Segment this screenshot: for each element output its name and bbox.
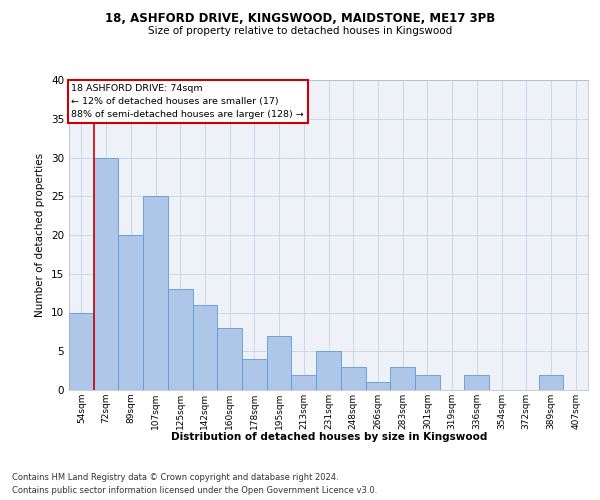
Bar (316, 351, 341, 390)
Text: Size of property relative to detached houses in Kingswood: Size of property relative to detached ho… (148, 26, 452, 36)
Bar (242, 359, 267, 390)
Bar (143, 196, 168, 390)
Bar (94, 158, 118, 390)
Text: 18 ASHFORD DRIVE: 74sqm
← 12% of detached houses are smaller (17)
88% of semi-de: 18 ASHFORD DRIVE: 74sqm ← 12% of detache… (71, 84, 304, 120)
Y-axis label: Number of detached properties: Number of detached properties (35, 153, 46, 317)
Bar (193, 304, 217, 390)
Bar (69, 312, 94, 390)
Bar (267, 336, 292, 390)
Bar (464, 374, 489, 390)
Text: Distribution of detached houses by size in Kingswood: Distribution of detached houses by size … (170, 432, 487, 442)
Bar (390, 367, 415, 390)
Text: Contains public sector information licensed under the Open Government Licence v3: Contains public sector information licen… (12, 486, 377, 495)
Bar (341, 367, 365, 390)
Text: 18, ASHFORD DRIVE, KINGSWOOD, MAIDSTONE, ME17 3PB: 18, ASHFORD DRIVE, KINGSWOOD, MAIDSTONE,… (105, 12, 495, 26)
Bar (118, 235, 143, 390)
Bar (168, 289, 193, 390)
Bar (415, 374, 440, 390)
Bar (292, 374, 316, 390)
Bar (365, 382, 390, 390)
Bar (217, 328, 242, 390)
Text: Contains HM Land Registry data © Crown copyright and database right 2024.: Contains HM Land Registry data © Crown c… (12, 472, 338, 482)
Bar (539, 374, 563, 390)
